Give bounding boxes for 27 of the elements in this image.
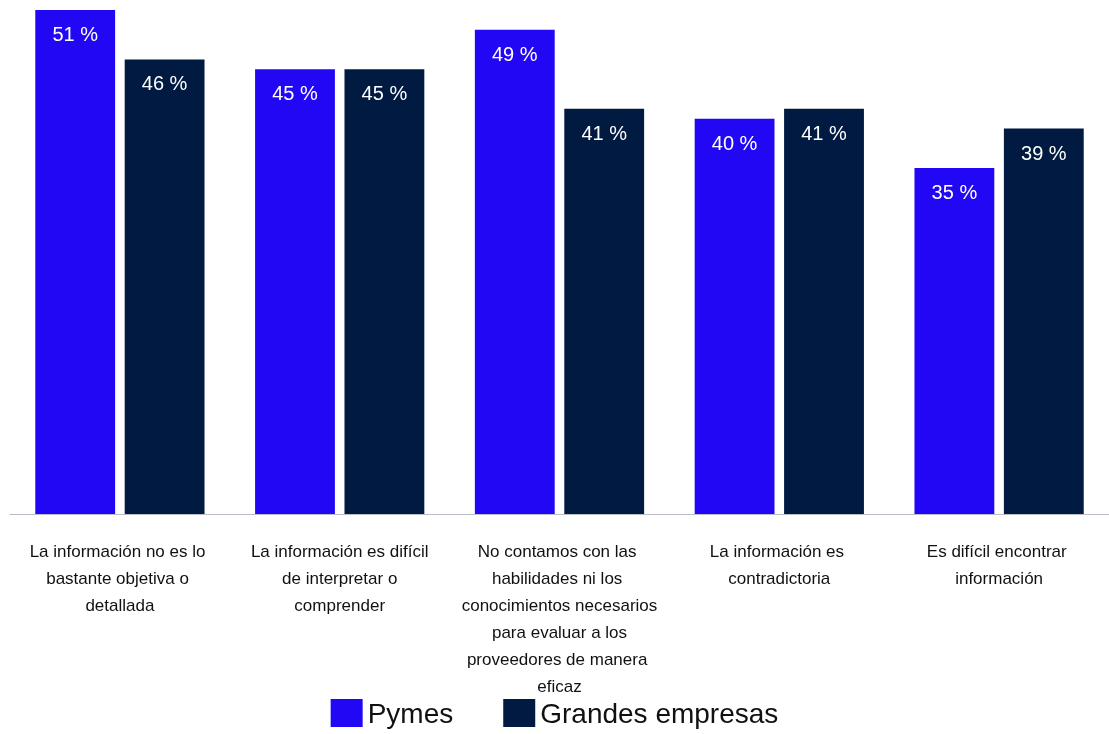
data-label: 51 % <box>52 23 99 45</box>
x-tick-label: La información es contradictoria <box>709 542 849 588</box>
data-label: 45 % <box>272 82 318 105</box>
data-label: 40 % <box>711 131 758 154</box>
data-label: 49 % <box>492 42 538 65</box>
x-tick-label: Es difícil encontrar información <box>926 542 1072 588</box>
bar <box>694 118 775 514</box>
bar <box>124 59 205 514</box>
bar <box>344 69 425 514</box>
x-tick-label: La información no es lo bastante objetiva o detallada <box>29 542 211 615</box>
x-tick-label: La información es difícil de interpretar o comprender <box>250 542 429 615</box>
legend-label: Pymes <box>367 697 454 729</box>
bar <box>784 108 864 514</box>
data-label: 45 % <box>361 82 408 105</box>
bar <box>255 69 335 514</box>
data-label: 46 % <box>141 72 188 95</box>
data-label: 35 % <box>931 181 978 204</box>
data-label: 41 % <box>801 121 848 144</box>
x-tick-label: No contamos con las habilidades ni los conocimientos necesarios para evaluar a los proveedores de manera eficaz <box>461 542 658 696</box>
bar <box>564 108 645 514</box>
bar <box>474 29 555 514</box>
bar <box>35 10 116 514</box>
bar <box>914 168 995 514</box>
legend-label: Grandes empresas <box>540 697 779 729</box>
data-label: 41 % <box>581 121 628 144</box>
data-label: 39 % <box>1021 141 1067 164</box>
bar <box>1003 128 1084 514</box>
